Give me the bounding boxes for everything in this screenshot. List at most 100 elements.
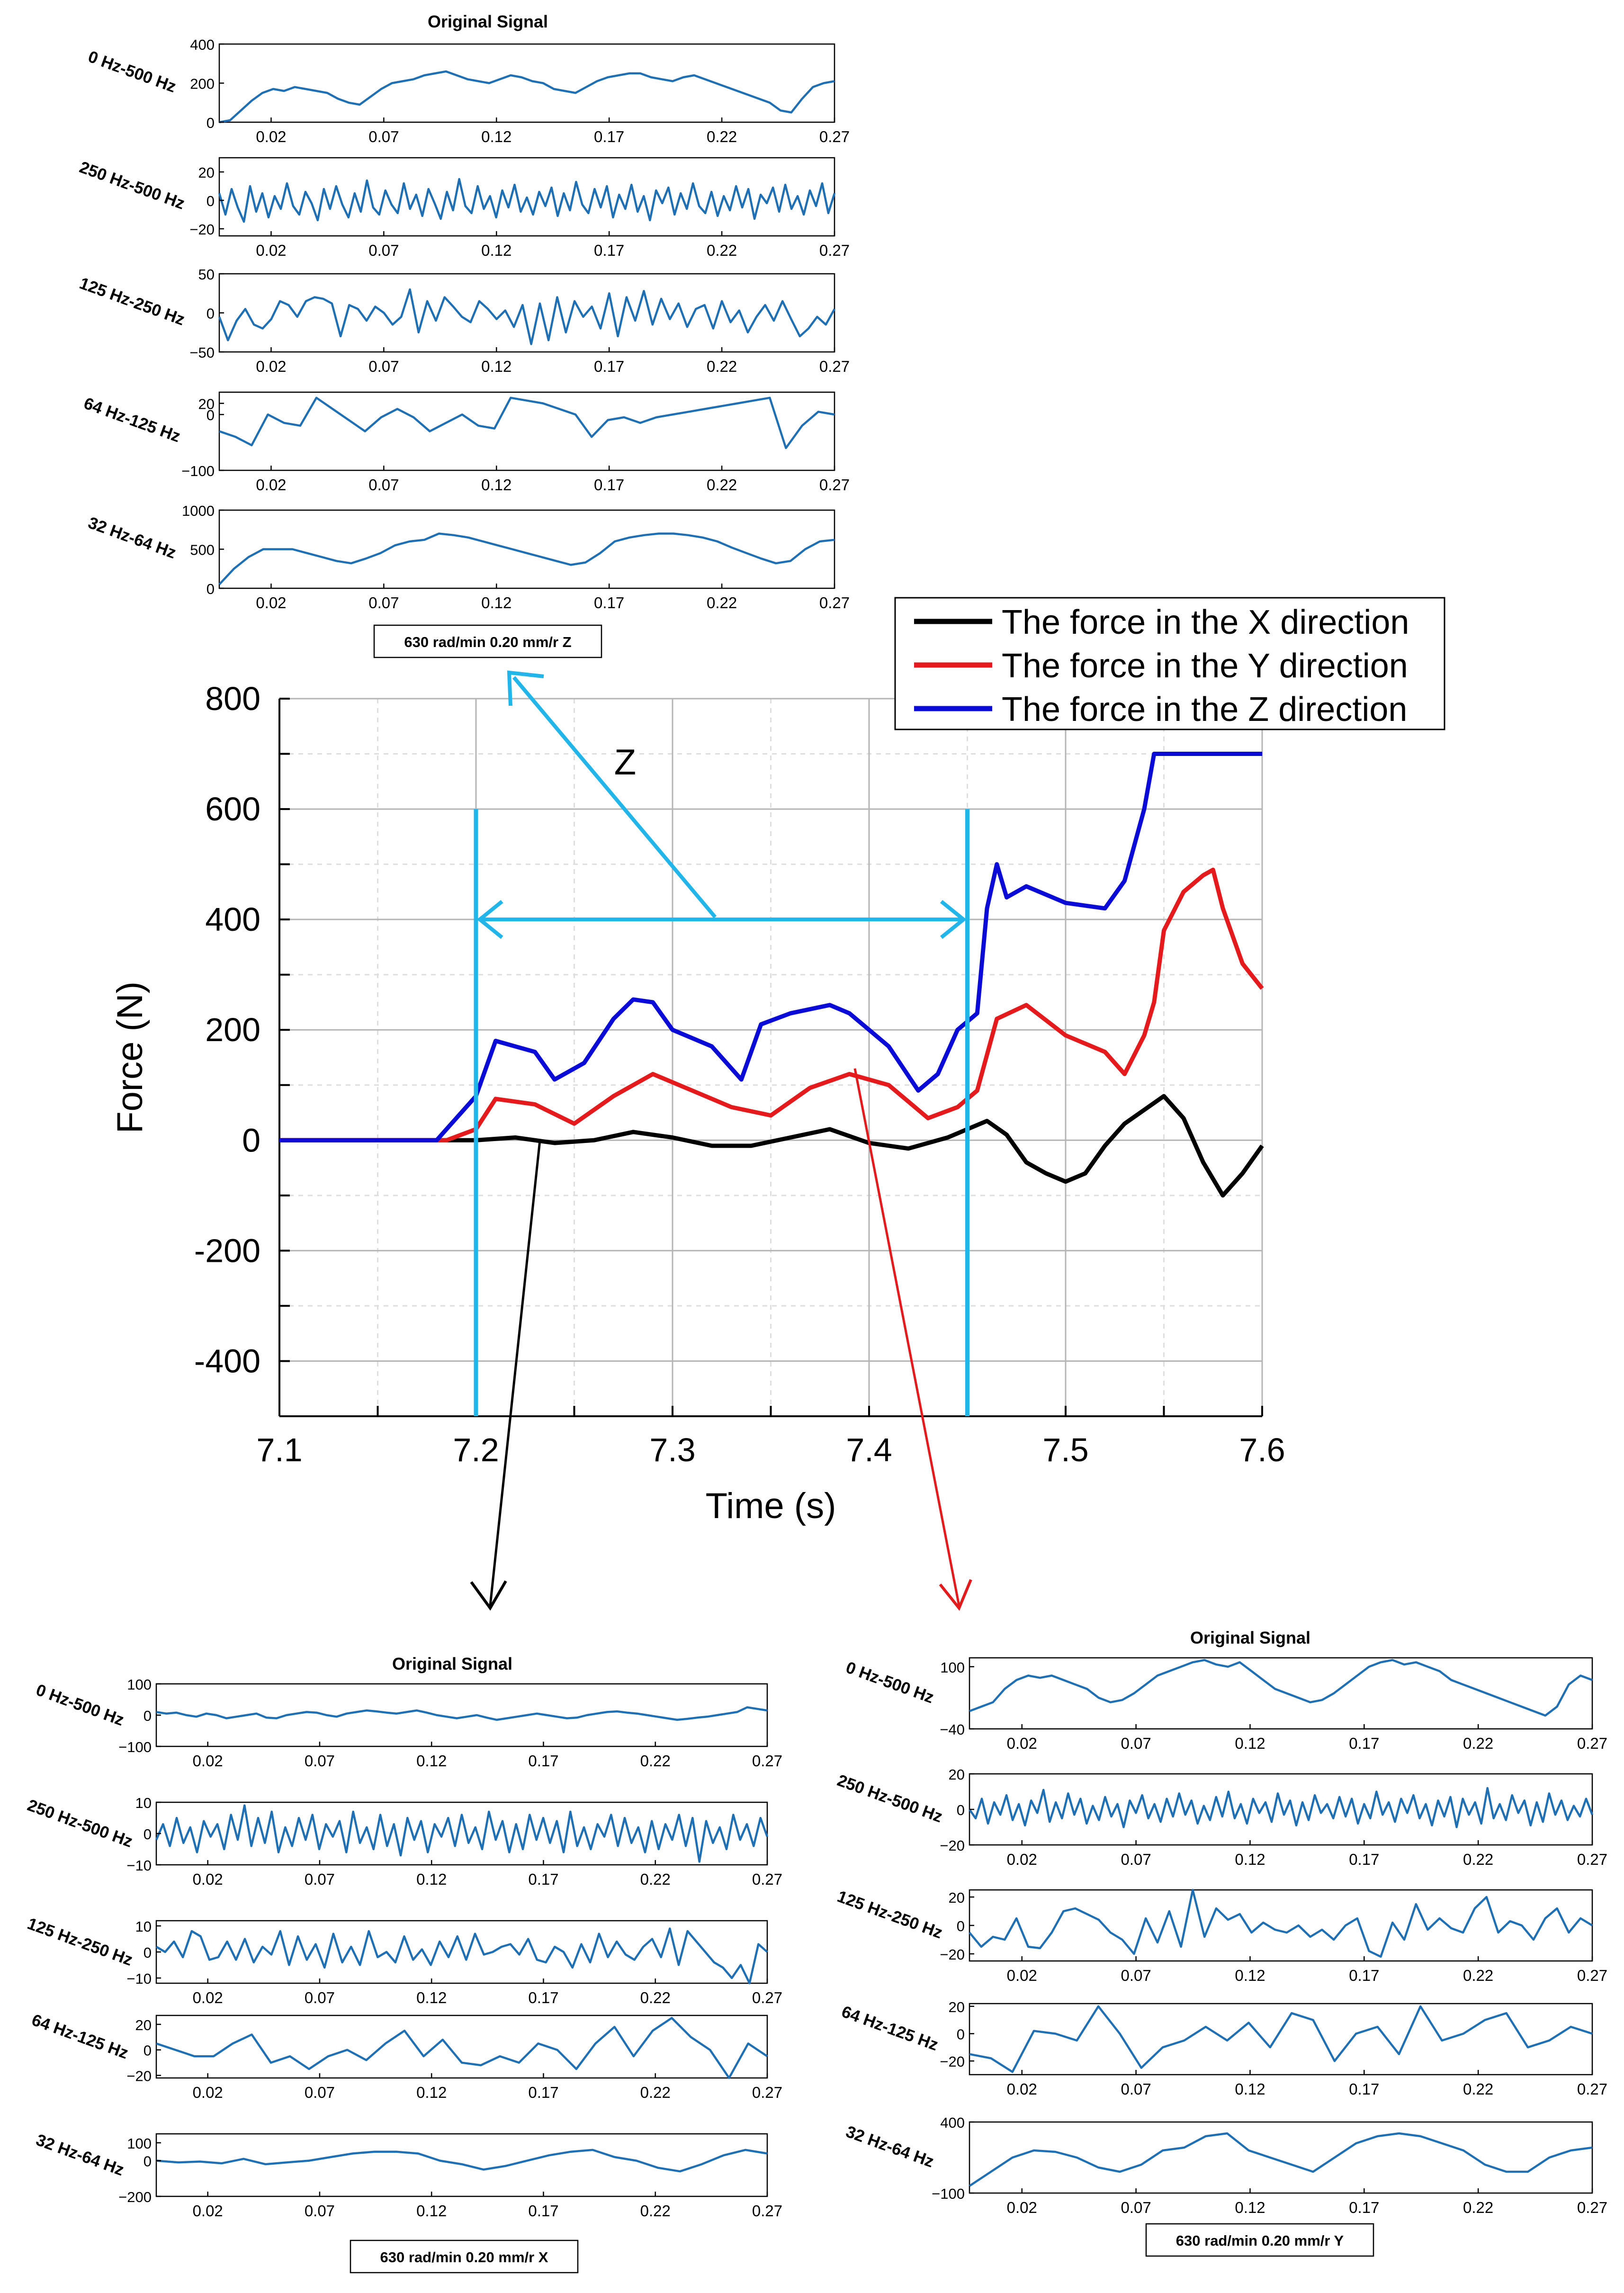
subplot-signal-line [219, 396, 835, 450]
subplot-y-tick-label: 1000 [182, 503, 215, 519]
subplot-x-tick-label: 0.12 [1235, 1735, 1265, 1752]
subplot-x-tick-label: 0.12 [1235, 1851, 1265, 1868]
subplot-band-label: 64 Hz-125 Hz [839, 2002, 941, 2054]
subplot-band-label: 32 Hz-64 Hz [843, 2122, 936, 2171]
subplot-y-tick-label: 0 [206, 581, 215, 597]
subplot-x-tick-label: 0.02 [256, 358, 286, 375]
subplot-x-tick-label: 0.12 [481, 128, 511, 145]
subplot-x-tick-label: 0.02 [256, 476, 286, 494]
subplot-x-tick-label: 0.02 [256, 242, 286, 259]
subplot-y-tick-label: 50 [198, 266, 215, 283]
subplot-x-tick-label: 0.17 [1349, 1967, 1379, 1984]
subplot-x-tick-label: 0.02 [1007, 2199, 1037, 2216]
subplot-x-tick-label: 0.22 [707, 128, 737, 145]
subplot-x-tick-label: 0.12 [1235, 1967, 1265, 1984]
subplot-signal-line [969, 1659, 1593, 1717]
subplot-x-tick-label: 0.22 [640, 1870, 671, 1888]
subplot-frame [969, 2121, 1593, 2194]
subplot-x-tick-label: 0.07 [1121, 1967, 1151, 1984]
panel-y-caption: 630 rad/min 0.20 mm/r Y [1176, 2232, 1344, 2249]
subplot-y-tick-label: 20 [198, 164, 215, 181]
subplot-y-tick-label: 500 [190, 542, 215, 558]
subplot-x-tick-label: 0.27 [1577, 1851, 1607, 1868]
subplot-frame [218, 391, 835, 471]
panel-x-caption: 630 rad/min 0.20 mm/r X [380, 2249, 548, 2266]
subplot-x-tick-label: 0.07 [305, 1870, 335, 1888]
panel-z-title: Original Signal [428, 12, 548, 31]
subplot-x-tick-label: 0.22 [1463, 1851, 1493, 1868]
subplot-x-tick-label: 0.07 [368, 128, 399, 145]
subplot-y-tick-label: −20 [940, 1946, 965, 1963]
panel-z-caption-box [373, 624, 602, 658]
subplot-x-tick-label: 0.17 [528, 1989, 558, 2006]
subplot-y-tick-label: 400 [190, 36, 215, 53]
subplot-band-label: 32 Hz-64 Hz [34, 2131, 126, 2179]
pointer-to-x-head [470, 1580, 507, 1611]
pointer-to-x-panel [489, 1140, 541, 1606]
main-y-tick-label: 0 [242, 1122, 260, 1159]
subplot-x-tick-label: 0.22 [640, 1989, 671, 2006]
subplot-y-tick-label: 0 [206, 115, 215, 131]
subplot-x-tick-label: 0.27 [1577, 1735, 1607, 1752]
subplot-frame [969, 1773, 1593, 1846]
subplot-band-label: 0 Hz-500 Hz [34, 1681, 126, 1729]
subplot-y-tick-label: 0 [206, 193, 215, 209]
subplot-band-label: 64 Hz-125 Hz [81, 394, 183, 446]
panel-x-caption-box [350, 2239, 579, 2274]
subplot-x-tick-label: 0.22 [640, 1752, 671, 1770]
legend-entry-z: The force in the Z direction [1002, 691, 1407, 728]
subplot-y-tick-label: 0 [957, 1802, 965, 1818]
subplot-band-label: 125 Hz-250 Hz [835, 1887, 945, 1942]
main-y-tick-label: 400 [205, 901, 260, 938]
subplot-y-tick-label: 20 [198, 396, 215, 413]
subplot-x-tick-label: 0.27 [819, 242, 850, 259]
subplot-band-label: 125 Hz-250 Hz [25, 1914, 135, 1969]
subplot-y-tick-label: 10 [135, 1918, 152, 1935]
subplot-x-tick-label: 0.02 [193, 1752, 223, 1770]
main-series-line-y [279, 867, 1264, 1142]
subplot-x-tick-label: 0.22 [1463, 2080, 1493, 2098]
subplot-x-tick-label: 0.17 [594, 594, 624, 611]
panel-y-title: Original Signal [1190, 1628, 1310, 1647]
subplot-band-label: 250 Hz-500 Hz [25, 1796, 135, 1851]
subplot-y-tick-label: −50 [189, 344, 215, 361]
subplot-x-tick-label: 0.12 [416, 2202, 447, 2220]
main-x-tick-label: 7.3 [649, 1431, 695, 1468]
panel-z: Original Signal 0.02 0.07 0.12 0.17 0.22 0.27 0… [77, 12, 850, 658]
subplot-y-tick-label: 10 [135, 1795, 152, 1811]
main-x-tick-label: 7.6 [1239, 1431, 1285, 1468]
subplot-x-tick-label: 0.07 [305, 1989, 335, 2006]
subplot-x-tick-label: 0.12 [481, 358, 511, 375]
subplot-y-tick-label: −100 [118, 1739, 152, 1755]
subplot-y-tick-label: 20 [949, 1766, 965, 1783]
subplot-x-tick-label: 0.12 [1235, 2080, 1265, 2098]
subplot-y-tick-label: 100 [940, 1659, 965, 1676]
subplot-x-tick-label: 0.07 [1121, 1735, 1151, 1752]
subplot-y-tick-label: 0 [957, 1918, 965, 1934]
panel-y: Original Signal 0.02 0.07 0.12 0.17 0.22 0.27 −… [835, 1628, 1607, 2257]
subplot-x-tick-label: 0.07 [368, 358, 399, 375]
main-series-line-z [279, 752, 1262, 1142]
panel-x: Original Signal 0.02 0.07 0.12 0.17 0.22 0.27 −… [25, 1654, 782, 2274]
subplot-band-label: 125 Hz-250 Hz [77, 274, 188, 329]
subplot-y-tick-label: −20 [940, 2053, 965, 2070]
subplot-x-tick-label: 0.07 [305, 2202, 335, 2220]
subplot-y-tick-label: −40 [940, 1721, 965, 1738]
subplot-signal-line [218, 532, 835, 585]
subplot-x-tick-label: 0.17 [594, 476, 624, 494]
main-chart: 7.1 7.2 7.3 7.4 7.5 7.6 -400 -200 0 200 400 600 800 T… [110, 597, 1445, 1611]
subplot-x-tick-label: 0.17 [528, 1870, 558, 1888]
subplot-x-tick-label: 0.07 [1121, 1851, 1151, 1868]
subplot-y-tick-label: −20 [126, 2068, 152, 2085]
subplot-x-tick-label: 0.17 [1349, 2080, 1379, 2098]
subplot-y-tick-label: 0 [144, 2153, 152, 2170]
subplot-band-label: 250 Hz-500 Hz [835, 1771, 945, 1826]
panel-y-caption-box [1145, 2223, 1374, 2257]
subplot-y-tick-label: 0 [144, 1826, 152, 1843]
subplot-x-tick-label: 0.27 [752, 2084, 782, 2101]
subplot-x-tick-label: 0.17 [594, 242, 624, 259]
subplot-signal-line [219, 70, 835, 124]
subplot-x-tick-label: 0.02 [1007, 2080, 1037, 2098]
